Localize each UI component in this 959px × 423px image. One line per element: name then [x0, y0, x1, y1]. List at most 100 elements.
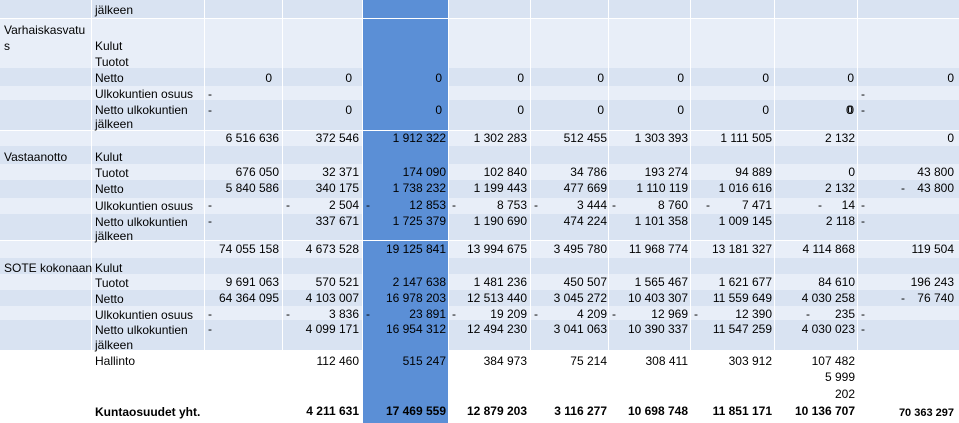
cell: 1 111 505	[720, 131, 772, 145]
label-netto-ulkokuntien: Netto ulkokuntien	[95, 323, 188, 337]
cell: 13 181 327	[711, 242, 772, 256]
cell: 0	[517, 103, 524, 117]
label-netto: Netto	[95, 292, 124, 306]
cell: -	[818, 198, 822, 212]
cell: 0	[677, 71, 684, 85]
cell: -	[534, 307, 538, 321]
cell: -	[706, 198, 710, 212]
cell: 0	[265, 71, 272, 85]
cell: 515 247	[402, 354, 446, 368]
cell: 11 547 259	[712, 322, 772, 336]
group-label-sote-kokonaan: SOTE kokonaan	[4, 261, 93, 275]
label-netto-ulkokuntien: Netto ulkokuntien	[95, 103, 188, 117]
cell: 1 101 358	[634, 214, 688, 228]
cell: -	[901, 181, 905, 195]
label-hallinto: Hallinto	[95, 354, 136, 368]
cell: 5 999	[824, 370, 855, 384]
cell: 1 016 616	[718, 181, 772, 195]
cell: 2 132	[824, 181, 855, 195]
cell: 4 211 631	[306, 404, 359, 418]
cell: 43 800	[917, 181, 954, 195]
cell: -	[861, 87, 865, 101]
cell: 94 889	[735, 165, 772, 179]
cell: 0	[762, 103, 769, 117]
highlighted-column	[362, 0, 448, 423]
cell: 34 786	[570, 165, 607, 179]
cell: 5 840 586	[225, 181, 279, 195]
cell: 2 147 638	[392, 275, 446, 289]
cell: 1 199 443	[473, 181, 527, 195]
cell: 0	[345, 103, 352, 117]
label-jalkeen: jälkeen	[95, 338, 134, 352]
cell: 0	[947, 71, 954, 85]
cell: 384 973	[483, 354, 527, 368]
label-netto-ulkokuntien: Netto ulkokuntien	[95, 215, 188, 229]
cell: 0	[847, 103, 854, 117]
cell: -	[208, 198, 212, 212]
cell: 3 495 780	[553, 242, 607, 256]
cell: -	[208, 307, 212, 321]
cell: 4 030 023	[801, 322, 855, 336]
cell: 193 274	[644, 165, 688, 179]
cell: 102 840	[483, 165, 527, 179]
cell: 477 669	[563, 181, 607, 195]
cell: 10 403 307	[627, 291, 688, 305]
label-jalkeen: jälkeen	[95, 117, 134, 131]
cell: 13 994 675	[466, 242, 527, 256]
cell: 12 513 440	[466, 291, 527, 305]
cell: -	[366, 307, 370, 321]
cell: 450 507	[563, 275, 607, 289]
cell: 75 214	[570, 354, 607, 368]
label-netto: Netto	[95, 71, 124, 85]
cell: 10 390 337	[627, 322, 688, 336]
cell: 10 136 707	[794, 404, 855, 418]
cell: 19 125 841	[385, 242, 446, 256]
cell: 1 190 690	[473, 214, 527, 228]
cell: 3 116 277	[554, 404, 607, 418]
cell: 235	[834, 307, 855, 321]
label-kuntaosuudet-yht: Kuntaosuudet yht.	[95, 405, 201, 419]
cell: -	[208, 103, 212, 117]
cell: -	[452, 307, 456, 321]
cell: 9 691 063	[225, 275, 279, 289]
cell: 512 455	[563, 131, 607, 145]
cell: -	[286, 198, 290, 212]
cell: 4 030 258	[801, 291, 855, 305]
cell: -	[208, 214, 212, 228]
cell: 337 671	[315, 214, 359, 228]
cell: 43 800	[917, 165, 954, 179]
label-ulkokuntien-osuus: Ulkokuntien osuus	[95, 199, 194, 213]
cell: 19 209	[490, 307, 527, 321]
cell: 4 209	[576, 307, 607, 321]
cell: 119 504	[911, 242, 955, 256]
cell: 1 565 467	[634, 275, 688, 289]
cell: 1 303 393	[634, 131, 688, 145]
label-ulkokuntien-osuus: Ulkokuntien osuus	[95, 308, 194, 322]
cell: 0	[597, 103, 604, 117]
cell: 11 968 774	[628, 242, 688, 256]
cell: 0	[677, 103, 684, 117]
cell: 202	[834, 387, 855, 401]
cell: 107 482	[811, 354, 855, 368]
cell: 1 621 677	[718, 275, 772, 289]
cell: 196 243	[910, 275, 954, 289]
cell: 6 516 636	[225, 131, 279, 145]
cell: 112 460	[316, 354, 360, 368]
cell: 0	[848, 165, 855, 179]
cell: 3 045 272	[553, 291, 607, 305]
label-kulut: Kulut	[95, 39, 123, 53]
cell: 0	[435, 71, 442, 85]
cell: 7 471	[741, 198, 772, 212]
cell: -	[861, 198, 865, 212]
cell: 12 853	[409, 198, 446, 212]
cell: 4 103 007	[305, 291, 359, 305]
label-tuotot: Tuotot	[95, 55, 129, 69]
cell: 676 050	[235, 165, 279, 179]
cell: 1 009 145	[718, 214, 772, 228]
cell: 308 411	[645, 354, 689, 368]
cell: 0	[435, 103, 442, 117]
group-label-vastaanotto: Vastaanotto	[4, 150, 68, 164]
cell: -	[208, 87, 212, 101]
cell: -	[861, 214, 865, 228]
